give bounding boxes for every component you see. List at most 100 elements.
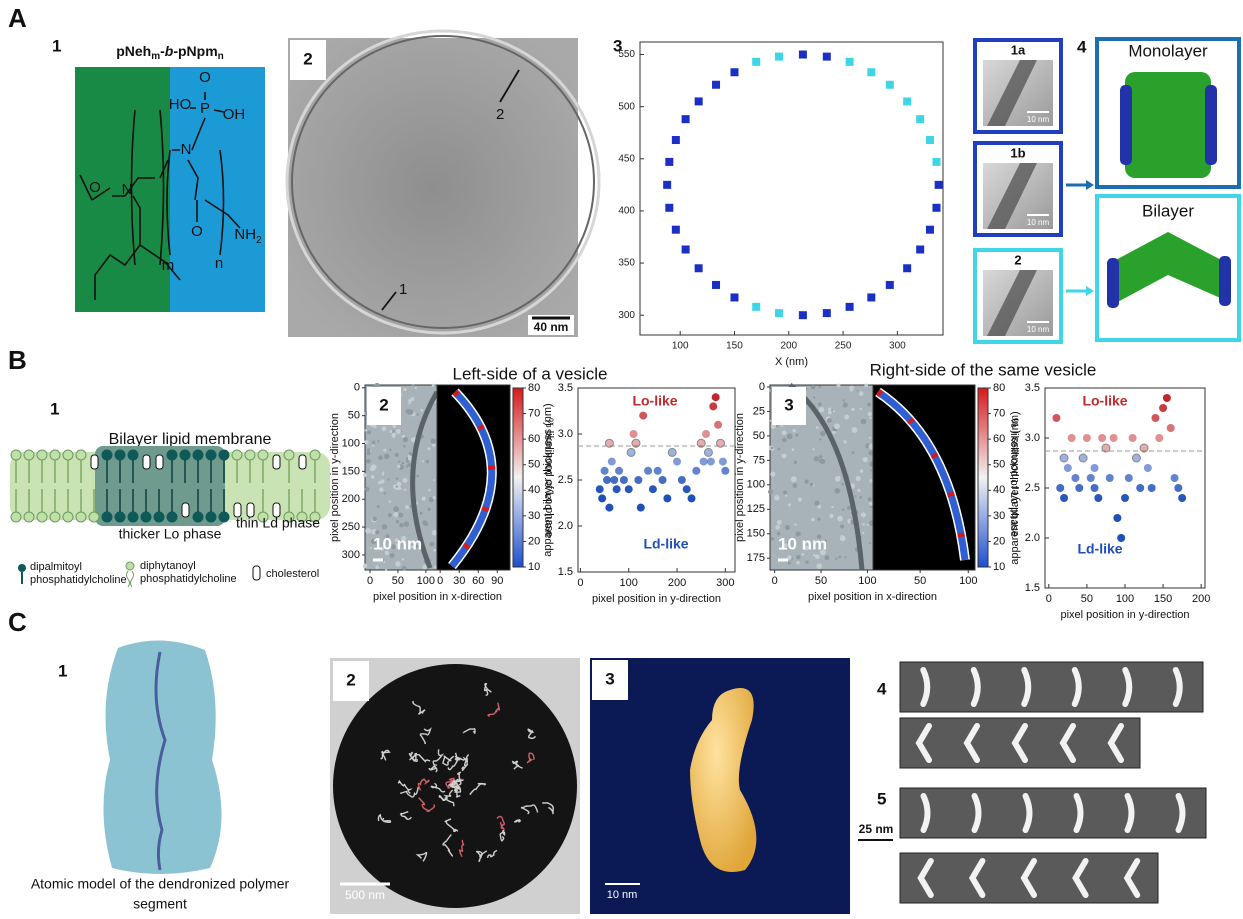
class-averages — [900, 662, 1206, 903]
x-tick-label: 200 — [780, 341, 797, 352]
noise — [408, 402, 410, 404]
point — [663, 181, 671, 189]
lipid-head — [232, 450, 242, 460]
noise — [776, 425, 779, 428]
annotation: Ld-like — [1077, 541, 1122, 557]
plot-frame — [640, 42, 943, 335]
point — [1094, 494, 1102, 502]
noise — [434, 385, 436, 387]
monolayer-model — [1125, 72, 1211, 178]
x-tick-label: 0 — [772, 575, 778, 587]
noise — [403, 437, 408, 442]
cholesterol — [299, 455, 306, 469]
colorbar-tick-label: 20 — [993, 535, 1005, 547]
point — [601, 467, 609, 475]
noise — [796, 561, 800, 565]
point — [932, 204, 940, 212]
noise — [849, 385, 854, 390]
atom: O — [89, 179, 101, 196]
point — [712, 281, 720, 289]
point — [1174, 484, 1182, 492]
noise — [382, 473, 384, 475]
noise — [433, 496, 436, 499]
point — [673, 458, 681, 466]
noise — [869, 542, 871, 544]
noise — [828, 407, 832, 411]
noise — [433, 479, 435, 481]
point — [903, 264, 911, 272]
point — [1060, 494, 1068, 502]
point — [799, 51, 807, 59]
noise — [375, 565, 379, 569]
point — [610, 476, 618, 484]
noise — [788, 504, 791, 507]
scale-label: 10 nm — [1027, 115, 1050, 124]
point — [603, 476, 611, 484]
y-tick-label: 450 — [618, 153, 635, 164]
lipid-head — [11, 512, 21, 522]
cholesterol — [273, 455, 280, 469]
noise — [869, 417, 871, 419]
x-tick-label: 0 — [1046, 593, 1052, 605]
scale-label: 10 nm — [1027, 218, 1050, 227]
point — [1106, 474, 1114, 482]
noise — [397, 465, 401, 469]
point — [730, 68, 738, 76]
arrow-head — [1086, 180, 1094, 190]
panel-number: 3 — [784, 395, 793, 414]
atom-sub: 2 — [256, 235, 262, 246]
cholesterol — [156, 455, 163, 469]
point — [1068, 434, 1076, 442]
noise — [422, 460, 424, 462]
point — [1075, 484, 1083, 492]
lipid-head — [50, 512, 60, 522]
noise — [402, 566, 407, 571]
noise — [845, 556, 847, 558]
noise — [391, 433, 395, 437]
y-tick-label: 150 — [342, 465, 360, 477]
noise — [393, 506, 399, 512]
x-tick-label: 100 — [620, 577, 638, 589]
noise — [820, 431, 826, 437]
x-tick-label: 90 — [491, 575, 503, 587]
arrow-label: 1 — [399, 281, 407, 298]
noise — [378, 455, 383, 460]
noise — [365, 429, 367, 431]
point — [605, 439, 613, 447]
noise — [402, 478, 407, 483]
noise — [768, 489, 773, 494]
noise — [804, 480, 808, 484]
x-axis-label: pixel position in y-direction — [1060, 609, 1189, 621]
noise — [857, 489, 860, 492]
subscript: m — [162, 257, 175, 274]
point — [867, 293, 875, 301]
y-tick-label: 100 — [342, 437, 360, 449]
point — [632, 439, 640, 447]
x-axis-label: pixel position in y-direction — [592, 593, 721, 605]
noise — [427, 508, 430, 511]
x-tick-label: 100 — [959, 575, 977, 587]
scale-label: 500 nm — [345, 888, 385, 902]
noise — [399, 523, 403, 527]
point — [630, 430, 638, 438]
x-tick-label: 100 — [1116, 593, 1134, 605]
point — [700, 458, 708, 466]
point — [1151, 414, 1159, 422]
point — [932, 158, 940, 166]
noise — [397, 482, 402, 487]
lipid-head — [102, 450, 112, 460]
noise — [372, 517, 376, 521]
point — [1056, 484, 1064, 492]
noise — [852, 427, 858, 433]
panel-title: Right-side of the same vesicle — [870, 360, 1097, 379]
y-tick-label: 150 — [747, 528, 765, 540]
lipid-head — [206, 512, 216, 522]
colorbar-tick-label: 30 — [993, 510, 1005, 522]
point — [668, 448, 676, 456]
noise — [787, 434, 793, 440]
noise — [363, 473, 367, 477]
y-tick-label: 50 — [753, 430, 765, 442]
lipid-head — [245, 450, 255, 460]
strip — [900, 718, 1140, 768]
point — [682, 115, 690, 123]
